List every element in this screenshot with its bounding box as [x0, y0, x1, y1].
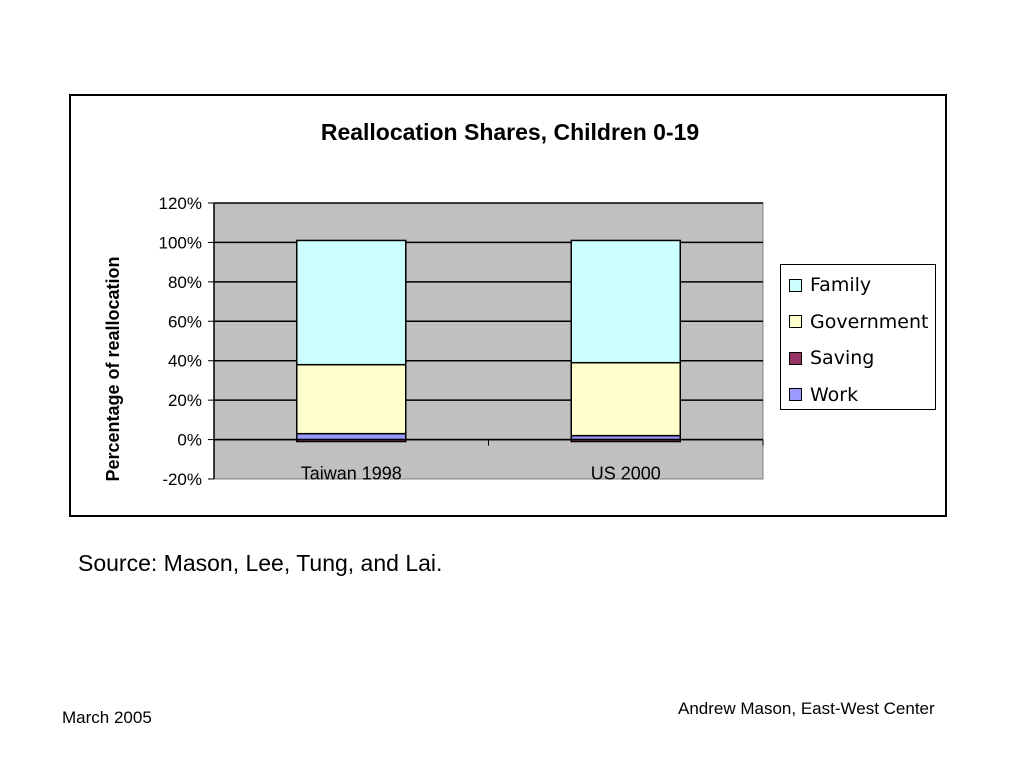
legend: Family Government Saving Work	[780, 264, 936, 410]
legend-item-saving: Saving	[789, 346, 874, 370]
y-tick-label: 120%	[159, 194, 202, 213]
y-tick-label: 100%	[159, 233, 202, 252]
legend-item-government: Government	[789, 310, 929, 334]
y-tick-label: 60%	[168, 312, 202, 331]
bar-segment-saving	[570, 438, 681, 443]
footer-author: Andrew Mason, East-West Center	[678, 699, 935, 718]
bar-segment-family	[296, 239, 407, 366]
x-category-label: US 2000	[591, 464, 661, 484]
source-note: Source: Mason, Lee, Tung, and Lai.	[78, 550, 443, 576]
legend-label: Government	[810, 310, 929, 333]
legend-label: Saving	[810, 347, 875, 369]
plot-area: -20% 0% 20% 40% 60% 80% 100% 120% Taiwan 1998 US …	[159, 194, 764, 489]
bar-segment-family	[570, 239, 681, 364]
legend-swatch	[789, 278, 802, 292]
legend-item-work: Work	[789, 383, 858, 407]
chart-svg: Reallocation Shares, Children 0-19 Perce…	[103, 119, 764, 489]
legend-item-family: Family	[789, 273, 871, 297]
legend-label: Work	[810, 383, 859, 406]
legend-swatch	[789, 351, 802, 365]
bar-segment-government	[296, 363, 407, 435]
y-tick-label: 20%	[168, 391, 202, 410]
bar-segment-saving	[296, 438, 407, 443]
chart-frame: Reallocation Shares, Children 0-19 Perce…	[69, 94, 947, 517]
legend-label: Family	[810, 274, 872, 296]
legend-swatch	[789, 315, 802, 328]
bar-segment-work	[296, 432, 407, 441]
footer-date: March 2005	[62, 708, 152, 727]
y-axis-label: Percentage of reallocation	[103, 256, 123, 481]
bar-segment-government	[570, 361, 681, 437]
y-tick-label: -20%	[162, 470, 202, 489]
legend-swatch	[789, 388, 802, 401]
x-category-label: Taiwan 1998	[301, 464, 402, 484]
y-tick-label: 0%	[177, 431, 202, 450]
chart-title: Reallocation Shares, Children 0-19	[321, 119, 699, 145]
y-tick-label: 80%	[168, 273, 202, 292]
y-tick-label: 40%	[168, 352, 202, 371]
